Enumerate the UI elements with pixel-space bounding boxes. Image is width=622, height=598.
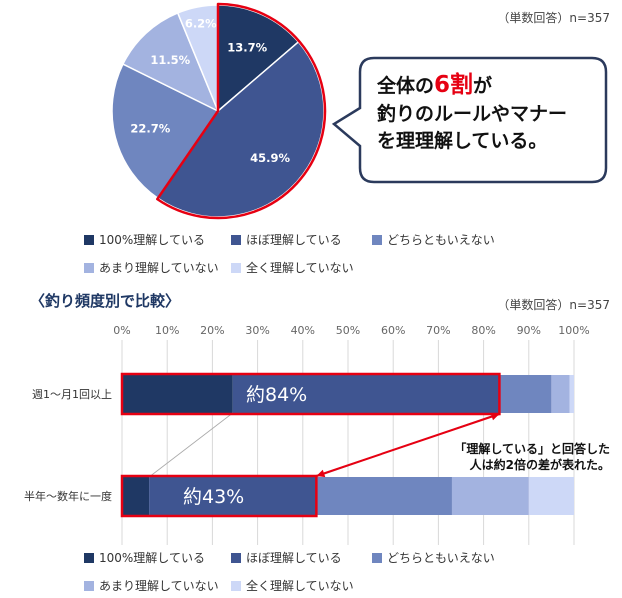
connector-line	[148, 412, 233, 478]
bar-segment-neither	[316, 477, 452, 515]
bar-sample-note: （単数回答）n=357	[497, 297, 610, 312]
legend-label-mostly: ほぼ理解している	[246, 551, 342, 565]
section-title: 〈釣り頻度別で比較〉	[30, 292, 180, 310]
bar-segment-little	[551, 375, 570, 413]
legend-swatch-neither	[372, 553, 382, 563]
x-tick-label: 80%	[471, 324, 495, 337]
pie-sample-note: （単数回答）n=357	[497, 10, 610, 25]
x-tick-label: 90%	[517, 324, 541, 337]
x-tick-label: 50%	[336, 324, 360, 337]
bar-annotation: 約43%	[183, 486, 244, 508]
legend-swatch-none	[231, 581, 241, 591]
bar-segment-full	[122, 375, 233, 413]
bar-segment-little	[451, 477, 529, 515]
comparison-arrow	[316, 413, 500, 477]
legend-label-neither: どちらともいえない	[387, 551, 495, 565]
bar-annotation: 約84%	[246, 384, 307, 406]
legend-label-none: 全く理解していない	[246, 578, 354, 593]
pie-slice-neither	[111, 63, 220, 200]
pie-value-label-full: 13.7%	[227, 40, 267, 54]
bar-segment-mostly	[149, 477, 317, 515]
bar-segment-full	[122, 477, 150, 515]
legend-label-full: 100%理解している	[99, 551, 205, 565]
legend-label-full: 100%理解している	[99, 233, 205, 247]
legend-swatch-full	[84, 235, 94, 245]
x-tick-label: 30%	[245, 324, 269, 337]
legend-swatch-little	[84, 581, 94, 591]
callout-line3: を理理解している。	[377, 129, 547, 152]
stacked-bar-chart: 0% 10% 20% 30% 40% 50% 60% 70% 80% 90% 100% 週1～月1回以…	[24, 324, 590, 545]
category-label: 半年～数年に一度	[24, 489, 112, 503]
x-tick-label: 70%	[426, 324, 450, 337]
callout-bubble: 全体の6割が 釣りのルールやマナー を理理解している。	[331, 56, 608, 184]
pie-value-label-neither: 22.7%	[130, 122, 170, 136]
x-tick-label: 20%	[200, 324, 224, 337]
legend-label-little: あまり理解していない	[99, 261, 219, 275]
category-label: 週1～月1回以上	[32, 388, 112, 401]
legend-label-mostly: ほぼ理解している	[246, 233, 342, 247]
pie-slice-little	[121, 11, 220, 113]
pie-value-label-little: 11.5%	[150, 53, 190, 67]
bar-segment-mostly	[232, 375, 500, 413]
legend-swatch-full	[84, 553, 94, 563]
arrow-note-line2: 人は約2倍の差が表れた。	[470, 457, 610, 472]
callout-line2: 釣りのルールやマナー	[377, 102, 567, 125]
callout-line1: 全体の6割が	[376, 71, 492, 98]
pie-value-label-mostly: 45.9%	[250, 151, 290, 165]
legend-swatch-neither	[372, 235, 382, 245]
pie-chart: 13.7% 45.9% 22.7% 11.5% 6.2%	[111, 2, 327, 220]
bar-segment-neither	[499, 375, 552, 413]
pie-value-label-none: 6.2%	[185, 17, 217, 31]
x-tick-label: 40%	[291, 324, 315, 337]
arrow-head	[316, 469, 326, 478]
x-tick-label: 10%	[155, 324, 179, 337]
arrow-note-line1: 「理解している」と回答した	[454, 441, 610, 456]
legend-swatch-little	[84, 263, 94, 273]
pie-highlight-outline	[156, 2, 327, 220]
legend-swatch-mostly	[231, 235, 241, 245]
arrow-head	[490, 412, 500, 421]
highlight-box	[120, 372, 501, 416]
x-tick-label: 100%	[558, 324, 589, 337]
x-tick-label: 60%	[381, 324, 405, 337]
bar-segment-none	[569, 375, 574, 413]
legend-label-little: あまり理解していない	[99, 579, 219, 593]
bar-segment-none	[528, 477, 574, 515]
legend-swatch-mostly	[231, 553, 241, 563]
legend-swatch-none	[231, 263, 241, 273]
legend-label-neither: どちらともいえない	[387, 233, 495, 247]
callout-frame	[331, 56, 608, 184]
x-tick-label: 0%	[113, 324, 130, 337]
legend-label-none: 全く理解していない	[246, 260, 354, 275]
highlight-box	[120, 474, 318, 518]
